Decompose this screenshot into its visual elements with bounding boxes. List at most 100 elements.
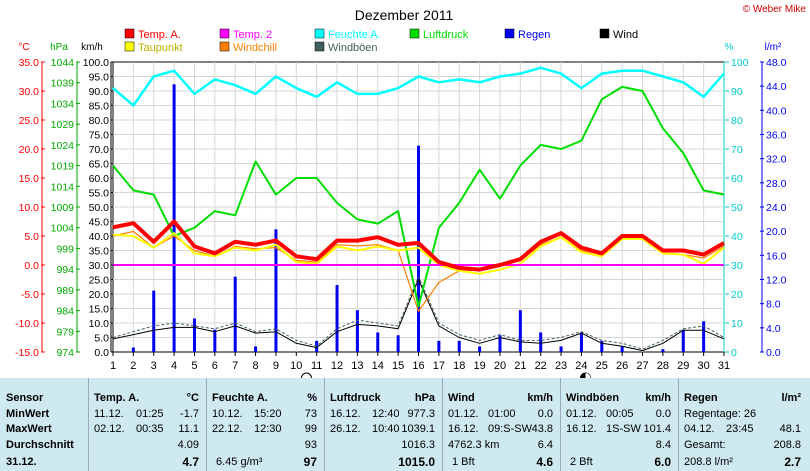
rain-total-label: Gesamt: (684, 439, 726, 451)
pressure-max-value: 1039.1 (401, 423, 435, 435)
wind-tick-label: 15.0 (89, 304, 110, 316)
pressure-tick-label: 989 (56, 285, 74, 297)
rain-tick-label: 0.0 (766, 347, 781, 359)
humidity-tick-label: 90 (731, 86, 743, 98)
x-tick-label: 29 (677, 360, 689, 372)
pressure-min-value: 977.3 (407, 408, 435, 420)
rain-bar (355, 310, 359, 352)
chart-lines (112, 66, 725, 352)
wind-tick-label: 60.0 (89, 173, 110, 185)
humidity-tick-label: 80 (731, 115, 743, 127)
temp-tick-label: 5.0 (24, 231, 39, 243)
temp-tick-label: 30.0 (19, 86, 40, 98)
rain-tick-label: 24.0 (766, 202, 787, 214)
gust-max-date: 16.12. (566, 423, 597, 435)
wind-tick-label: 5.0 (94, 333, 109, 345)
humidity-tick-label: 50 (731, 202, 743, 214)
rain-bar (192, 318, 196, 352)
rain-tick-label: 20.0 (766, 226, 787, 238)
x-tick-label: 31 (718, 360, 730, 372)
gust-avg-value: 8.4 (655, 439, 671, 451)
wind-tick-label: 10.0 (89, 318, 110, 330)
pressure-tick-label: 979 (56, 326, 74, 338)
rain-bar (152, 290, 156, 352)
humidity-avg-value: 93 (304, 439, 317, 451)
wind-tick-label: 40.0 (89, 231, 110, 243)
legend-swatch (314, 41, 325, 52)
legend-swatch (504, 28, 515, 39)
wind-tick-label: 80.0 (89, 115, 110, 127)
new-moon-icon (580, 372, 592, 378)
temp-tick-label: 10.0 (19, 202, 40, 214)
rain-bar (681, 329, 685, 352)
humidity-min-date: 10.12. (212, 408, 243, 420)
pressure-tick-label: 984 (56, 306, 74, 318)
gust-header: Windböen (566, 392, 620, 404)
temp-min-date: 11.12. (94, 408, 124, 420)
x-tick-label: 22 (535, 360, 547, 372)
legend-swatch (599, 28, 610, 39)
moon-half (585, 373, 591, 378)
rain-bar (600, 340, 604, 352)
wind-axis-unit: km/h (81, 42, 103, 53)
x-tick-label: 20 (494, 360, 506, 372)
rain-bar (213, 329, 217, 352)
x-tick-label: 14 (372, 360, 384, 372)
rain-tick-label: 28.0 (766, 178, 787, 190)
x-tick-label: 25 (596, 360, 608, 372)
humidity-tick-label: 10 (731, 318, 743, 330)
x-tick-label: 3 (151, 360, 157, 372)
sensor-row-max: MaxWert (6, 423, 52, 435)
rain-current-value: 2.7 (784, 455, 801, 469)
temp-axis-unit: °C (18, 42, 29, 53)
gust-max-value: 101.4 (643, 423, 671, 435)
rain-days: Regentage: 26 (684, 408, 757, 420)
x-tick-label: 4 (171, 360, 177, 372)
pressure-header: Luftdruck (330, 392, 381, 404)
rain-bar (661, 349, 665, 352)
humidity-unit: % (307, 392, 317, 404)
gust-beaufort: 2 Bft (570, 456, 593, 468)
temp-max-value: 11.1 (178, 423, 199, 435)
humidity-absolute: 6.45 g/m³ (216, 456, 263, 468)
chart-title: Dezember 2011 (355, 7, 454, 23)
humidity-tick-label: 100 (731, 57, 749, 69)
legend-label: Taupunkt (138, 42, 183, 54)
sensor-row-avg: Durchschnitt (6, 439, 74, 451)
wind-current-value: 4.6 (536, 455, 553, 469)
pressure-tick-label: 1024 (51, 140, 75, 152)
rain-bar (702, 321, 706, 352)
gust-unit: km/h (645, 392, 671, 404)
wind-avg-value: 6.4 (537, 439, 553, 451)
rain-total-value: 208.8 (773, 439, 801, 451)
wind-tick-label: 35.0 (89, 246, 110, 258)
rain-bar (254, 346, 258, 352)
x-tick-label: 9 (273, 360, 279, 372)
statistics-table: Sensor MinWert MaxWert Durchschnitt 31.1… (0, 378, 810, 471)
legend-label: Luftdruck (423, 29, 469, 41)
pressure-max-time: 10:40 (372, 423, 400, 435)
weather-chart: Dezember 2011 © Weber Mike Temp. A.Taupu… (15, 4, 806, 378)
humidity-header: Feuchte A. (212, 392, 268, 404)
temp-min-time: 01:25 (136, 408, 164, 420)
x-tick-label: 24 (575, 360, 587, 372)
legend-label: Windchill (233, 42, 277, 54)
temp-tick-label: -5.0 (21, 289, 39, 301)
sensor-row-min: MinWert (6, 408, 50, 420)
wind-beaufort: 1 Bft (452, 456, 475, 468)
wind-tick-label: 50.0 (89, 202, 110, 214)
rain-tick-label: 48.0 (766, 57, 787, 69)
x-tick-label: 1 (110, 360, 116, 372)
rain-bar (559, 346, 563, 352)
wind-tick-label: 100.0 (83, 57, 109, 69)
pressure-tick-label: 1019 (51, 161, 75, 173)
temp-tick-label: 25.0 (19, 115, 40, 127)
x-tick-label: 18 (453, 360, 465, 372)
series-line-luftdruck (112, 85, 725, 308)
gust-min-time: 00:05 (606, 408, 634, 420)
x-tick-label: 5 (191, 360, 197, 372)
rain-axis-unit: l/m² (765, 42, 782, 53)
rain-bar (274, 229, 278, 352)
wind-unit: km/h (527, 392, 553, 404)
